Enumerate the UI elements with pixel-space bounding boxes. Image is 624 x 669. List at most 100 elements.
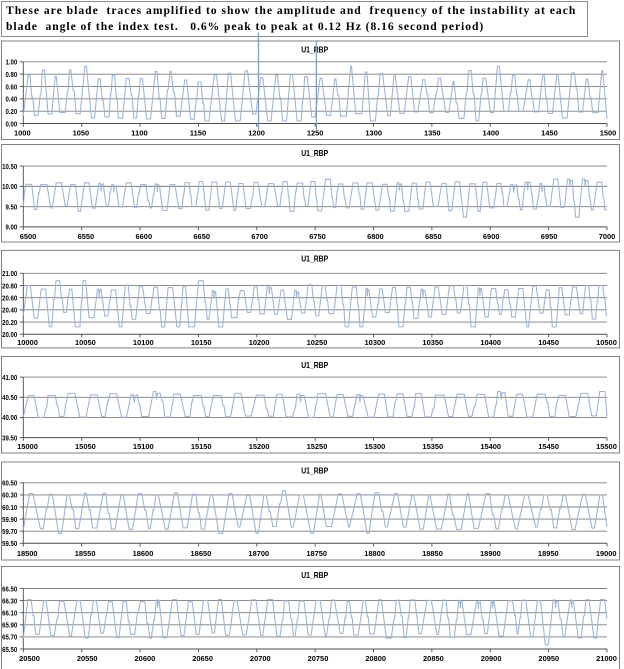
- svg-text:15200: 15200: [249, 442, 270, 451]
- svg-text:10150: 10150: [191, 338, 212, 347]
- svg-text:18750: 18750: [306, 549, 327, 558]
- svg-text:20500: 20500: [19, 654, 40, 663]
- svg-text:20700: 20700: [250, 654, 271, 663]
- svg-text:15400: 15400: [480, 442, 501, 451]
- svg-text:65.50: 65.50: [2, 645, 17, 654]
- svg-text:18500: 18500: [17, 549, 38, 558]
- svg-text:9.00: 9.00: [5, 223, 17, 232]
- svg-text:66.10: 66.10: [2, 609, 17, 618]
- svg-text:U1_RBP: U1_RBP: [301, 149, 328, 158]
- svg-text:15150: 15150: [191, 442, 212, 451]
- svg-text:10300: 10300: [365, 338, 386, 347]
- svg-text:1500: 1500: [600, 128, 617, 137]
- svg-text:18850: 18850: [422, 549, 443, 558]
- svg-text:1300: 1300: [365, 128, 382, 137]
- svg-text:1200: 1200: [248, 128, 265, 137]
- svg-text:20.40: 20.40: [2, 306, 17, 315]
- svg-text:20.20: 20.20: [2, 318, 17, 327]
- svg-text:15000: 15000: [17, 442, 38, 451]
- svg-text:15250: 15250: [307, 442, 328, 451]
- svg-text:65.70: 65.70: [2, 633, 17, 642]
- svg-text:15350: 15350: [422, 442, 443, 451]
- svg-text:18600: 18600: [133, 549, 154, 558]
- svg-text:1250: 1250: [307, 128, 324, 137]
- svg-text:20950: 20950: [538, 654, 559, 663]
- svg-text:1000: 1000: [14, 128, 31, 137]
- svg-text:19000: 19000: [596, 549, 617, 558]
- svg-text:7000: 7000: [599, 232, 616, 241]
- svg-text:18950: 18950: [538, 549, 559, 558]
- svg-text:10.00: 10.00: [2, 182, 17, 191]
- svg-text:10100: 10100: [133, 338, 154, 347]
- svg-text:6700: 6700: [251, 232, 268, 241]
- svg-text:40.00: 40.00: [2, 413, 17, 422]
- svg-text:10350: 10350: [422, 338, 443, 347]
- svg-text:6650: 6650: [193, 232, 210, 241]
- svg-text:39.50: 39.50: [2, 433, 17, 442]
- svg-text:66.50: 66.50: [2, 584, 17, 593]
- svg-text:20900: 20900: [481, 654, 502, 663]
- svg-text:1050: 1050: [73, 128, 90, 137]
- svg-text:15100: 15100: [133, 442, 154, 451]
- svg-text:1100: 1100: [131, 128, 148, 137]
- svg-text:15500: 15500: [596, 442, 617, 451]
- svg-text:65.90: 65.90: [2, 621, 17, 630]
- svg-text:10250: 10250: [307, 338, 328, 347]
- svg-text:10200: 10200: [249, 338, 270, 347]
- svg-text:41.00: 41.00: [2, 373, 17, 382]
- svg-text:59.70: 59.70: [2, 527, 17, 536]
- svg-text:1350: 1350: [424, 128, 441, 137]
- svg-text:U1_RBP: U1_RBP: [301, 466, 328, 475]
- svg-text:1450: 1450: [541, 128, 558, 137]
- svg-text:60.30: 60.30: [2, 491, 17, 500]
- svg-text:21.00: 21.00: [2, 269, 17, 278]
- svg-text:60.10: 60.10: [2, 503, 17, 512]
- svg-text:20550: 20550: [77, 654, 98, 663]
- svg-text:18700: 18700: [248, 549, 269, 558]
- svg-text:0.60: 0.60: [5, 82, 17, 91]
- svg-text:0.00: 0.00: [5, 119, 17, 128]
- svg-text:U1_RBP: U1_RBP: [301, 571, 328, 580]
- svg-text:20800: 20800: [365, 654, 386, 663]
- svg-text:10000: 10000: [17, 338, 38, 347]
- svg-text:U1_RBP: U1_RBP: [301, 255, 328, 264]
- svg-text:15050: 15050: [75, 442, 96, 451]
- svg-text:6600: 6600: [136, 232, 153, 241]
- svg-text:1150: 1150: [190, 128, 207, 137]
- svg-text:20.80: 20.80: [2, 281, 17, 290]
- svg-text:20600: 20600: [135, 654, 156, 663]
- svg-text:18800: 18800: [364, 549, 385, 558]
- svg-text:20.60: 20.60: [2, 293, 17, 302]
- svg-text:66.30: 66.30: [2, 596, 17, 605]
- svg-text:15300: 15300: [365, 442, 386, 451]
- svg-text:1400: 1400: [483, 128, 500, 137]
- svg-text:18900: 18900: [480, 549, 501, 558]
- svg-text:6850: 6850: [425, 232, 442, 241]
- svg-text:1.00: 1.00: [5, 58, 17, 67]
- svg-text:6800: 6800: [367, 232, 384, 241]
- svg-text:10500: 10500: [596, 338, 617, 347]
- svg-text:10050: 10050: [75, 338, 96, 347]
- svg-text:20850: 20850: [423, 654, 444, 663]
- svg-text:U1_RBP: U1_RBP: [301, 361, 328, 370]
- svg-text:6950: 6950: [541, 232, 558, 241]
- svg-text:6750: 6750: [309, 232, 326, 241]
- svg-text:10400: 10400: [480, 338, 501, 347]
- svg-text:59.50: 59.50: [2, 539, 17, 548]
- svg-text:15450: 15450: [538, 442, 559, 451]
- svg-text:59.90: 59.90: [2, 515, 17, 524]
- svg-text:20.00: 20.00: [2, 330, 17, 339]
- svg-text:10.50: 10.50: [2, 162, 17, 171]
- svg-text:0.20: 0.20: [5, 107, 17, 116]
- svg-text:18550: 18550: [75, 549, 96, 558]
- svg-text:20750: 20750: [308, 654, 329, 663]
- svg-text:U1_RBP: U1_RBP: [301, 45, 328, 54]
- svg-text:40.50: 40.50: [2, 393, 17, 402]
- svg-text:0.40: 0.40: [5, 95, 17, 104]
- svg-text:18650: 18650: [191, 549, 212, 558]
- svg-text:20650: 20650: [192, 654, 213, 663]
- svg-text:6500: 6500: [20, 232, 37, 241]
- svg-text:9.50: 9.50: [5, 202, 17, 211]
- svg-text:6550: 6550: [78, 232, 95, 241]
- svg-text:60.50: 60.50: [2, 479, 17, 488]
